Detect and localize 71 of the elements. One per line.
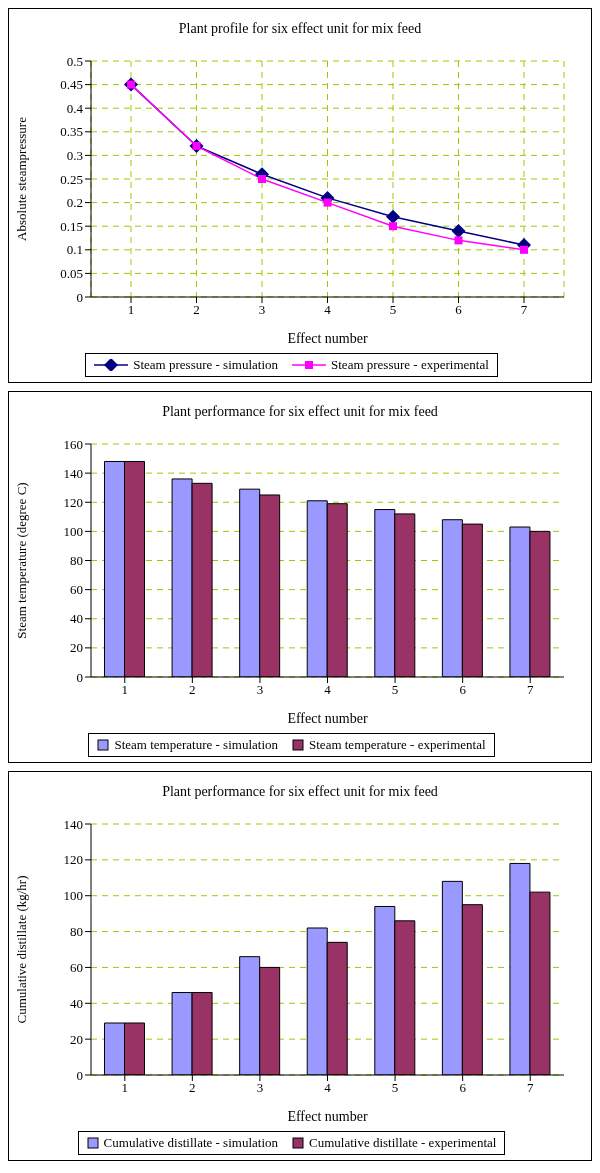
x-tick-label: 2: [189, 1080, 196, 1096]
legend-label: Cumulative distillate - experimental: [308, 1135, 497, 1151]
legend-label: Steam pressure - experimental: [330, 357, 489, 373]
y-tick-label: 20: [70, 640, 83, 656]
y-tick-label: 40: [70, 995, 83, 1011]
y-tick-label: 40: [70, 611, 83, 627]
x-tick-label: 7: [526, 1080, 534, 1096]
x-tick-label: 5: [391, 682, 399, 698]
x-tick-label: 6: [455, 302, 463, 318]
y-tick-label: 0.45: [60, 77, 83, 93]
y-tick-label: 0.05: [60, 266, 83, 282]
point: [258, 175, 266, 183]
y-tick-label: 0.5: [66, 53, 83, 69]
y-axis-title: Cumulative distillate (kg/hr): [13, 875, 29, 1024]
legend-label: Steam temperature - simulation: [113, 737, 279, 753]
y-tick-label: 160: [63, 436, 83, 452]
chart-title: Plant performance for six effect unit for mix feed: [161, 783, 439, 801]
y-tick-label: 0: [76, 669, 83, 685]
point: [451, 223, 466, 238]
x-tick-label: 7: [520, 302, 528, 318]
point: [323, 198, 332, 207]
x-tick-label: 3: [256, 682, 264, 698]
chart-title: Plant performance for six effect unit for mix feed: [161, 403, 439, 421]
x-tick-label: 4: [324, 682, 332, 698]
y-tick-label: 100: [63, 523, 83, 539]
x-tick-label: 6: [459, 682, 467, 698]
x-tick-label: 3: [256, 1080, 264, 1096]
x-tick-label: 2: [189, 682, 196, 698]
x-axis-title: Effect number: [287, 331, 368, 346]
x-tick-label: 1: [121, 682, 129, 698]
point: [389, 222, 397, 231]
point: [386, 209, 400, 224]
y-tick-label: 0.2: [66, 195, 83, 211]
y-tick-label: 100: [63, 888, 83, 904]
y-tick-label: 140: [63, 816, 83, 832]
y-tick-label: 120: [63, 852, 83, 868]
y-tick-label: 120: [63, 494, 83, 510]
legend-label: Cumulative distillate - simulation: [102, 1135, 279, 1151]
y-tick-label: 140: [63, 465, 83, 481]
y-tick-label: 60: [70, 960, 83, 976]
y-tick-label: 20: [70, 1031, 83, 1047]
x-axis-title: Effect number: [287, 1109, 368, 1124]
x-tick-label: 1: [121, 1080, 129, 1096]
legend-label: Steam pressure - simulation: [132, 357, 279, 373]
x-tick-label: 6: [459, 1080, 467, 1096]
y-tick-label: 60: [70, 582, 83, 598]
point: [454, 236, 463, 245]
x-axis-title: Effect number: [287, 711, 368, 726]
y-tick-label: 0.25: [60, 171, 83, 187]
x-tick-label: 2: [193, 302, 200, 318]
y-tick-label: 0.4: [66, 100, 84, 116]
x-tick-label: 5: [391, 1080, 399, 1096]
point: [520, 245, 528, 254]
y-tick-label: 80: [70, 553, 83, 569]
y-tick-label: 80: [70, 924, 83, 940]
y-tick-label: 0: [76, 289, 83, 305]
legend-label: Steam temperature - experimental: [308, 737, 486, 753]
x-tick-label: 4: [324, 302, 332, 318]
y-tick-label: 0.3: [66, 148, 83, 164]
x-tick-label: 1: [127, 302, 135, 318]
y-axis-title: Steam temperature (degree C): [13, 482, 29, 639]
x-tick-label: 7: [526, 682, 534, 698]
x-tick-label: 3: [258, 302, 266, 318]
y-tick-label: 0.15: [60, 218, 83, 234]
y-tick-label: 0: [76, 1067, 83, 1083]
y-tick-label: 0.1: [66, 242, 83, 258]
x-tick-label: 5: [389, 302, 397, 318]
y-tick-label: 0.35: [60, 124, 83, 140]
y-axis-title: Absolute steampressure: [13, 116, 29, 241]
chart-title: Plant profile for six effect unit for mix feed: [177, 20, 423, 38]
x-tick-label: 4: [324, 1080, 332, 1096]
